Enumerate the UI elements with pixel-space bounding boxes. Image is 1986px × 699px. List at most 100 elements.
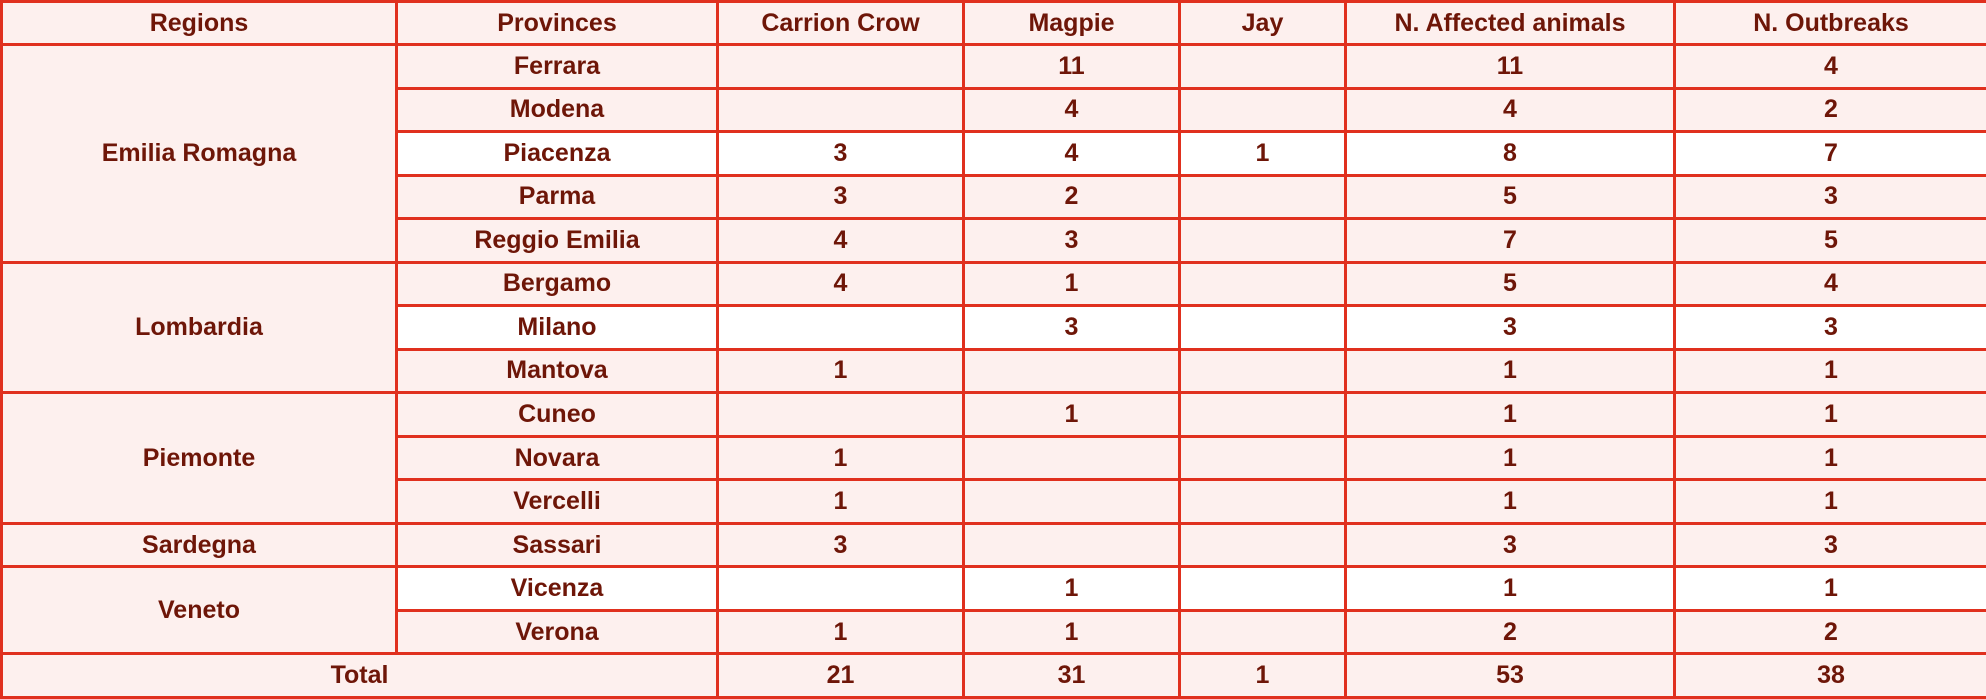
magpie-cell: 1 xyxy=(962,391,1181,438)
region-cell: Emilia Romagna xyxy=(0,43,398,264)
outbreaks-cell: 3 xyxy=(1673,521,1986,569)
carrion-crow-cell: 4 xyxy=(716,217,965,264)
affected-cell: 7 xyxy=(1344,217,1676,264)
province-cell: Parma xyxy=(395,173,719,221)
header-outbreaks: N. Outbreaks xyxy=(1673,0,1986,46)
outbreaks-cell: 1 xyxy=(1673,478,1986,525)
table-row: Sardegna Sassari 3 3 3 xyxy=(0,521,1986,569)
carrion-crow-cell: 3 xyxy=(716,130,965,177)
region-cell: Veneto xyxy=(0,565,398,656)
header-provinces: Provinces xyxy=(395,0,719,46)
magpie-cell: 11 xyxy=(962,43,1181,90)
magpie-cell: 3 xyxy=(962,304,1181,351)
jay-cell xyxy=(1178,608,1347,656)
jay-cell xyxy=(1178,86,1347,134)
outbreaks-cell: 7 xyxy=(1673,130,1986,177)
carrion-crow-cell: 3 xyxy=(716,173,965,221)
province-cell: Piacenza xyxy=(395,130,719,177)
total-affected: 53 xyxy=(1344,652,1676,699)
outbreaks-cell: 4 xyxy=(1673,260,1986,308)
table-row: Modena 4 4 2 xyxy=(1,86,1986,134)
affected-cell: 1 xyxy=(1344,434,1676,482)
table-row: Lombardia Bergamo 4 1 5 4 xyxy=(0,260,1986,395)
affected-cell: 5 xyxy=(1344,173,1676,221)
province-cell: Vercelli xyxy=(395,478,719,525)
carrion-crow-cell: 1 xyxy=(716,608,965,656)
jay-cell xyxy=(1178,347,1347,395)
magpie-cell: 4 xyxy=(962,86,1181,134)
affected-cell: 1 xyxy=(1344,347,1676,395)
table-row: Veneto Vicenza 1 1 1 xyxy=(0,565,1986,656)
jay-cell xyxy=(1178,260,1347,308)
header-carrion-crow: Carrion Crow xyxy=(716,0,965,46)
jay-cell xyxy=(1178,217,1347,264)
table-row: Verona 1 1 2 2 xyxy=(1,608,1986,656)
province-cell: Novara xyxy=(395,434,719,482)
province-cell: Bergamo xyxy=(395,260,719,308)
jay-cell xyxy=(1178,43,1347,90)
region-cell: Piemonte xyxy=(0,391,398,525)
affected-cell: 1 xyxy=(1344,391,1676,438)
carrion-crow-cell xyxy=(716,304,965,351)
jay-cell xyxy=(1178,173,1347,221)
carrion-crow-cell xyxy=(716,391,965,438)
outbreaks-cell: 4 xyxy=(1673,43,1986,90)
magpie-cell xyxy=(962,521,1181,569)
affected-cell: 3 xyxy=(1344,521,1676,569)
magpie-cell: 2 xyxy=(962,173,1181,221)
magpie-cell: 1 xyxy=(962,608,1181,656)
total-carrion-crow: 21 xyxy=(716,652,965,699)
jay-cell xyxy=(1178,478,1347,525)
affected-cell: 2 xyxy=(1344,608,1676,656)
outbreaks-cell: 3 xyxy=(1673,304,1986,351)
carrion-crow-cell: 1 xyxy=(716,347,965,395)
region-cell: Lombardia xyxy=(0,260,398,395)
province-cell: Modena xyxy=(395,86,719,134)
jay-cell xyxy=(1178,391,1347,438)
carrion-crow-cell: 1 xyxy=(716,478,965,525)
affected-cell: 4 xyxy=(1344,86,1676,134)
province-cell: Ferrara xyxy=(395,43,719,90)
jay-cell xyxy=(1178,304,1347,351)
header-row: Regions Provinces Carrion Crow Magpie Ja… xyxy=(0,0,1986,46)
carrion-crow-cell xyxy=(716,565,965,612)
table-row: Milano 3 3 3 xyxy=(1,304,1986,351)
affected-cell: 1 xyxy=(1344,478,1676,525)
total-row: Total 21 31 1 53 38 xyxy=(0,652,1986,699)
province-cell: Cuneo xyxy=(395,391,719,438)
province-cell: Mantova xyxy=(395,347,719,395)
outbreaks-cell: 3 xyxy=(1673,173,1986,221)
header-magpie: Magpie xyxy=(962,0,1181,46)
carrion-crow-cell: 4 xyxy=(716,260,965,308)
province-cell: Reggio Emilia xyxy=(395,217,719,264)
outbreaks-cell: 2 xyxy=(1673,86,1986,134)
total-label: Total xyxy=(0,652,719,699)
affected-cell: 5 xyxy=(1344,260,1676,308)
magpie-cell: 4 xyxy=(962,130,1181,177)
carrion-crow-cell: 3 xyxy=(716,521,965,569)
carrion-crow-cell xyxy=(716,86,965,134)
jay-cell xyxy=(1178,434,1347,482)
table-row: Reggio Emilia 4 3 7 5 xyxy=(1,217,1986,264)
affected-cell: 1 xyxy=(1344,565,1676,612)
total-outbreaks: 38 xyxy=(1673,652,1986,699)
carrion-crow-cell xyxy=(716,43,965,90)
magpie-cell xyxy=(962,434,1181,482)
outbreaks-cell: 5 xyxy=(1673,217,1986,264)
province-cell: Verona xyxy=(395,608,719,656)
outbreaks-cell: 1 xyxy=(1673,565,1986,612)
magpie-cell xyxy=(962,347,1181,395)
jay-cell: 1 xyxy=(1178,130,1347,177)
table-row: Novara 1 1 1 xyxy=(1,434,1986,482)
magpie-cell: 3 xyxy=(962,217,1181,264)
header-jay: Jay xyxy=(1178,0,1347,46)
province-cell: Vicenza xyxy=(395,565,719,612)
province-cell: Milano xyxy=(395,304,719,351)
outbreaks-cell: 1 xyxy=(1673,434,1986,482)
province-cell: Sassari xyxy=(395,521,719,569)
outbreaks-cell: 1 xyxy=(1673,347,1986,395)
outbreaks-cell: 1 xyxy=(1673,391,1986,438)
jay-cell xyxy=(1178,521,1347,569)
table-row: Piemonte Cuneo 1 1 1 xyxy=(0,391,1986,525)
